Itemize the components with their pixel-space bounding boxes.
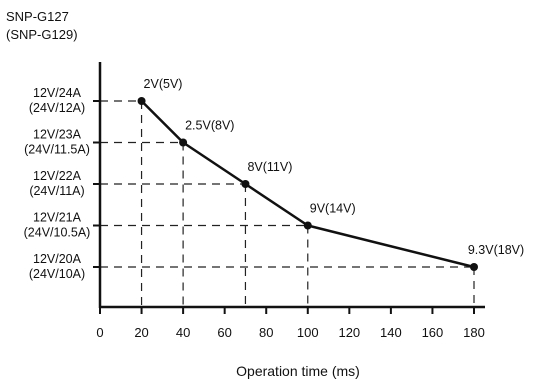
- data-point: [241, 180, 250, 188]
- x-tick-label: 180: [463, 325, 485, 340]
- chart-subtitle: (SNP-G129): [6, 27, 78, 42]
- y-labels: 12V/24A(24V/12A) 12V/23A(24V/11.5A) 12V/22…: [24, 86, 101, 281]
- x-tick-label: 120: [338, 325, 360, 340]
- point-label: 9.3V(18V): [468, 243, 524, 257]
- y-tick-label: 12V/20A: [33, 252, 82, 266]
- y-tick-label: 12V/24A: [33, 86, 82, 100]
- x-tick-label: 80: [259, 325, 273, 340]
- y-tick-label: 12V/21A: [33, 211, 82, 225]
- data-point: [179, 138, 188, 147]
- point-label: 9V(14V): [310, 202, 356, 216]
- x-tick-label: 140: [380, 325, 402, 340]
- y-tick-sublabel: (24V/12A): [29, 101, 85, 115]
- x-tick-label: 160: [422, 325, 444, 340]
- title-group: SNP-G127 (SNP-G129): [6, 9, 78, 42]
- y-tick-sublabel: (24V/10A): [29, 267, 85, 281]
- y-tick-sublabel: (24V/11.5A): [24, 143, 90, 157]
- data-point: [303, 221, 312, 230]
- point-labels: 2V(5V) 2.5V(8V) 8V(11V) 9V(14V) 9.3V(18V): [144, 77, 525, 257]
- axes: [98, 62, 485, 309]
- x-tick-label: 20: [134, 325, 148, 340]
- y-tick-label: 12V/22A: [33, 169, 82, 183]
- x-ticks: 0 20 40 60 80 100 120 140 160 180: [96, 307, 485, 340]
- x-tick-label: 100: [297, 325, 319, 340]
- y-tick-sublabel: (24V/10.5A): [24, 226, 91, 240]
- y-tick-label: 12V/23A: [33, 128, 82, 142]
- x-tick-label: 40: [176, 325, 190, 340]
- x-axis-label: Operation time (ms): [236, 363, 360, 379]
- data-point: [470, 263, 478, 271]
- x-tick-label: 60: [217, 325, 231, 340]
- point-label: 2V(5V): [144, 77, 183, 91]
- point-label: 2.5V(8V): [185, 119, 234, 133]
- grid-lines: [100, 100, 475, 307]
- x-tick-label: 0: [96, 325, 103, 340]
- point-label: 8V(11V): [247, 160, 292, 174]
- data-point: [137, 97, 146, 105]
- y-tick-sublabel: (24V/11A): [29, 184, 84, 198]
- chart-title: SNP-G127: [6, 9, 69, 24]
- series-group: [137, 97, 478, 271]
